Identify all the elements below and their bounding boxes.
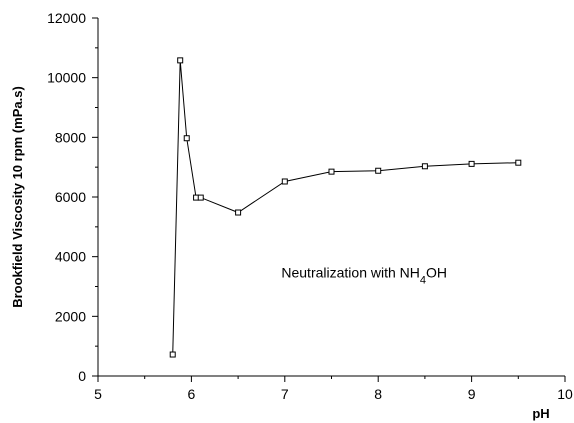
y-axis-label: Brookfield Viscosity 10 rpm (mPa.s) — [10, 86, 25, 308]
annotation-prefix: Neutralization with NH — [281, 265, 420, 281]
data-point — [281, 178, 288, 185]
y-tick-label: 12000 — [47, 10, 86, 26]
y-tick-label: 10000 — [47, 70, 86, 86]
data-points — [169, 57, 522, 358]
data-point — [375, 167, 382, 174]
x-tick-label: 8 — [374, 386, 382, 402]
y-tick-label: 6000 — [55, 189, 86, 205]
series — [172, 60, 519, 355]
y-tick-label: 2000 — [55, 308, 86, 324]
x-tick-label: 7 — [281, 386, 289, 402]
x-tick-label: 6 — [188, 386, 196, 402]
x-tick-label: 5 — [94, 386, 102, 402]
x-tick-label: 9 — [468, 386, 476, 402]
annotation: Neutralization with NH4OH — [281, 265, 447, 287]
series-line — [172, 60, 519, 355]
data-point — [169, 351, 176, 358]
y-tick-label: 4000 — [55, 249, 86, 265]
data-point — [328, 168, 335, 175]
axes — [97, 18, 565, 377]
x-axis-label: pH — [532, 406, 549, 421]
data-point — [197, 194, 204, 201]
y-tick-label: 8000 — [55, 129, 86, 145]
data-point — [421, 163, 428, 170]
axis-ticks — [92, 17, 566, 382]
data-point — [515, 159, 522, 166]
annotation-subscript: 4 — [420, 275, 426, 287]
annotation-suffix: OH — [426, 265, 447, 281]
data-point — [468, 160, 475, 167]
y-tick-label: 0 — [78, 368, 86, 384]
data-point — [177, 57, 184, 64]
x-tick-label: 10 — [557, 386, 573, 402]
data-point — [235, 209, 242, 216]
data-point — [183, 135, 190, 142]
tick-labels: 5 6 7 8 9 10 0 2000 4000 6000 8000 10000 12000 — [47, 10, 573, 402]
